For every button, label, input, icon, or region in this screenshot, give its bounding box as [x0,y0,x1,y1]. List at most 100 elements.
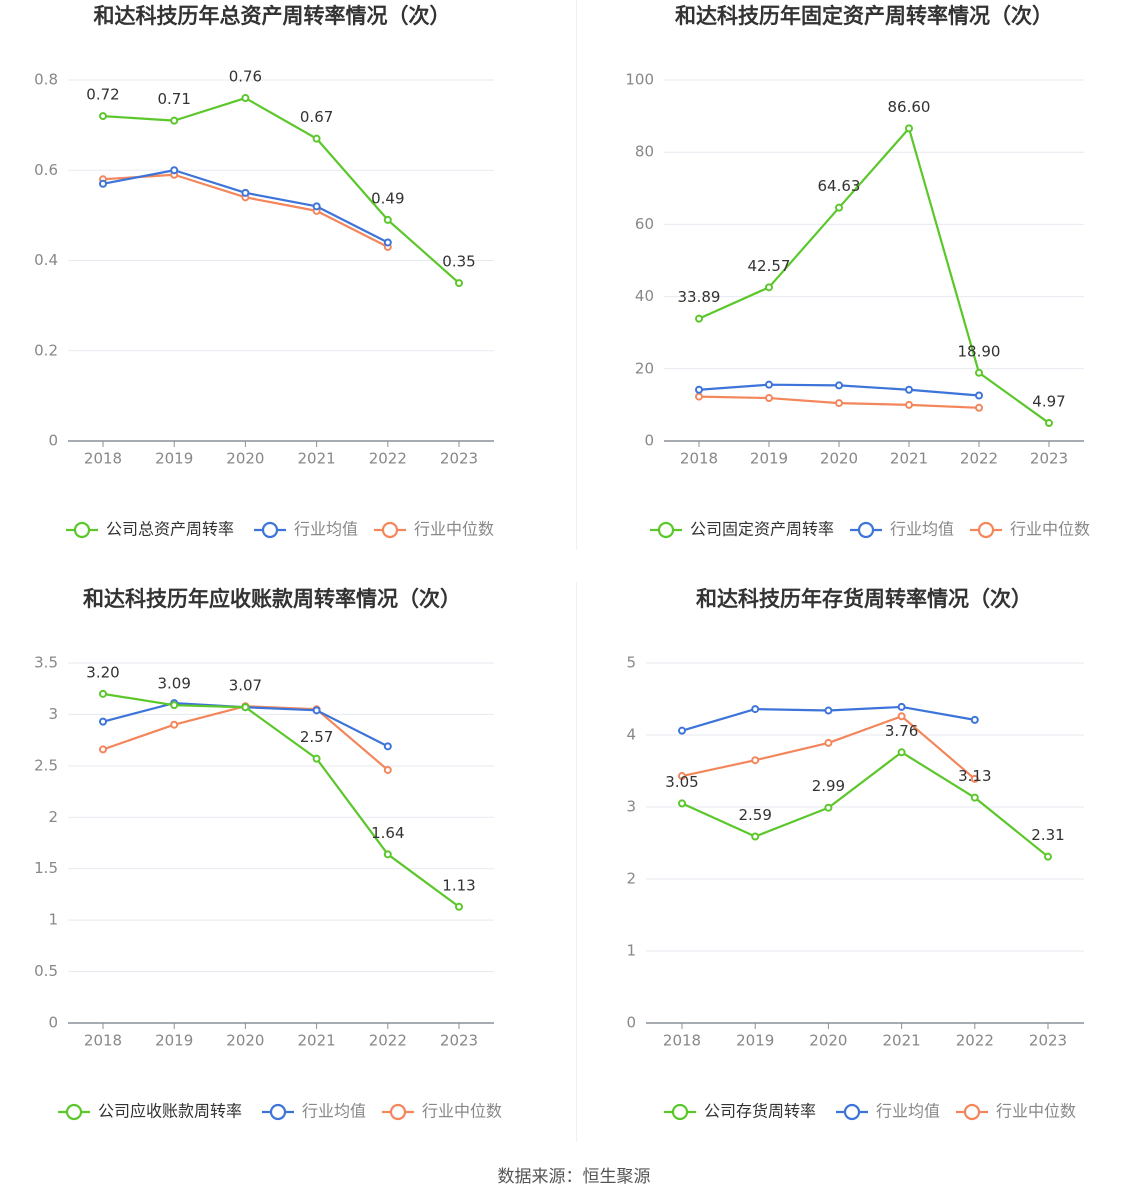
data-point-industry_median[interactable] [975,403,983,412]
data-point-industry_avg[interactable] [835,381,843,390]
y-tick-label: 0.4 [34,251,58,269]
data-point-industry_avg[interactable] [975,391,983,400]
legend-item-industry_avg[interactable]: 行业均值 [836,1102,940,1121]
data-label: 1.64 [371,824,404,842]
legend-item-industry_avg[interactable]: 行业均值 [262,1102,366,1121]
data-point-industry_avg[interactable] [678,726,686,735]
data-point-company[interactable] [170,116,179,125]
data-point-company[interactable] [241,703,250,712]
legend-marker [977,521,995,539]
x-tick-label: 2021 [298,450,336,468]
data-label: 2.99 [812,777,845,795]
data-point-industry_median[interactable] [170,720,179,729]
x-tick-label: 2019 [736,1032,774,1050]
x-tick-label: 2022 [369,450,407,468]
data-point-industry_median[interactable] [897,712,906,721]
data-point-industry_avg[interactable] [383,238,392,247]
x-tick-label: 2018 [663,1032,701,1050]
data-point-industry_median[interactable] [99,745,107,754]
data-point-industry_median[interactable] [905,400,913,409]
data-point-industry_avg[interactable] [312,706,321,715]
data-point-industry_median[interactable] [765,394,773,403]
data-point-company[interactable] [751,832,760,841]
legend-item-industry_avg[interactable]: 行业均值 [850,520,954,539]
legend-label: 行业中位数 [996,1102,1076,1121]
data-point-industry_avg[interactable] [905,385,913,394]
x-tick-label: 2022 [960,450,998,468]
series-line-company [681,751,1049,858]
y-tick-label: 60 [635,215,654,233]
data-point-industry_avg[interactable] [99,179,107,188]
y-tick-label: 3.5 [34,654,58,672]
data-point-industry_median[interactable] [383,765,392,774]
data-point-company[interactable] [765,283,773,292]
data-point-industry_avg[interactable] [99,717,107,726]
y-tick-label: 0 [626,1014,636,1032]
data-point-industry_avg[interactable] [312,202,321,211]
data-point-company[interactable] [455,279,463,288]
x-tick-label: 2022 [956,1032,994,1050]
data-point-company[interactable] [99,689,107,698]
legend-label: 行业中位数 [1010,520,1090,539]
legend-marker [671,1103,689,1121]
y-tick-label: 0 [48,1014,58,1032]
data-point-industry_median[interactable] [824,738,833,747]
data-point-company[interactable] [170,701,179,710]
x-tick-label: 2019 [155,450,193,468]
legend-item-industry_median[interactable]: 行业中位数 [956,1102,1076,1121]
data-point-company[interactable] [383,215,392,224]
legend-label: 行业中位数 [422,1102,502,1121]
data-point-company[interactable] [695,314,703,323]
data-point-industry_avg[interactable] [241,188,250,197]
legend-item-company[interactable]: 公司总资产周转率 [66,520,234,539]
data-point-industry_avg[interactable] [897,702,906,711]
x-tick-label: 2023 [440,450,478,468]
data-point-industry_avg[interactable] [824,706,833,715]
data-point-industry_median[interactable] [751,756,760,765]
data-point-industry_avg[interactable] [695,385,703,394]
data-point-company[interactable] [905,124,913,133]
legend-item-industry_median[interactable]: 行业中位数 [970,520,1090,539]
data-point-company[interactable] [312,754,321,763]
data-point-industry_median[interactable] [695,392,703,401]
chart-receivables-turnover: 和达科技历年应收账款周转率情况（次） 0 0.5 1 1.5 2 2.5 3 3.5 2018 20… [34,587,502,1121]
data-point-company[interactable] [1044,852,1052,861]
legend-marker [381,521,399,539]
data-label: 18.90 [958,342,1001,360]
data-point-company[interactable] [99,112,107,121]
legend-item-company[interactable]: 公司存货周转率 [664,1102,816,1121]
data-point-company[interactable] [312,134,321,143]
legend-item-industry_median[interactable]: 行业中位数 [374,520,494,539]
legend-item-company[interactable]: 公司应收账款周转率 [58,1102,242,1121]
data-point-industry_avg[interactable] [383,742,392,751]
legend-item-industry_avg[interactable]: 行业均值 [254,520,358,539]
y-tick-label: 40 [635,287,654,305]
data-point-industry_median[interactable] [970,774,979,783]
data-point-company[interactable] [970,793,979,802]
data-point-company[interactable] [455,902,463,911]
data-point-company[interactable] [241,94,250,103]
data-point-company[interactable] [1045,419,1053,428]
data-point-company[interactable] [835,203,843,212]
data-point-industry_median[interactable] [678,772,686,781]
data-point-industry_avg[interactable] [751,705,760,714]
data-point-industry_avg[interactable] [970,715,979,724]
legend-label: 行业均值 [302,1102,366,1121]
y-tick-label: 4 [626,726,636,744]
data-label: 2.31 [1031,826,1064,844]
data-point-company[interactable] [678,799,686,808]
data-point-company[interactable] [975,368,983,377]
legend-label: 行业均值 [294,520,358,539]
data-label: 2.57 [300,728,333,746]
data-point-industry_avg[interactable] [170,166,179,175]
chart-title: 和达科技历年总资产周转率情况（次） [94,4,451,28]
legend-item-industry_median[interactable]: 行业中位数 [382,1102,502,1121]
legend-item-company[interactable]: 公司固定资产周转率 [650,520,834,539]
data-point-company[interactable] [897,748,906,757]
data-point-company[interactable] [383,850,392,859]
data-point-company[interactable] [824,803,833,812]
data-point-industry_avg[interactable] [765,380,773,389]
legend-label: 行业均值 [890,520,954,539]
x-tick-label: 2021 [298,1032,336,1050]
data-point-industry_median[interactable] [835,399,843,408]
